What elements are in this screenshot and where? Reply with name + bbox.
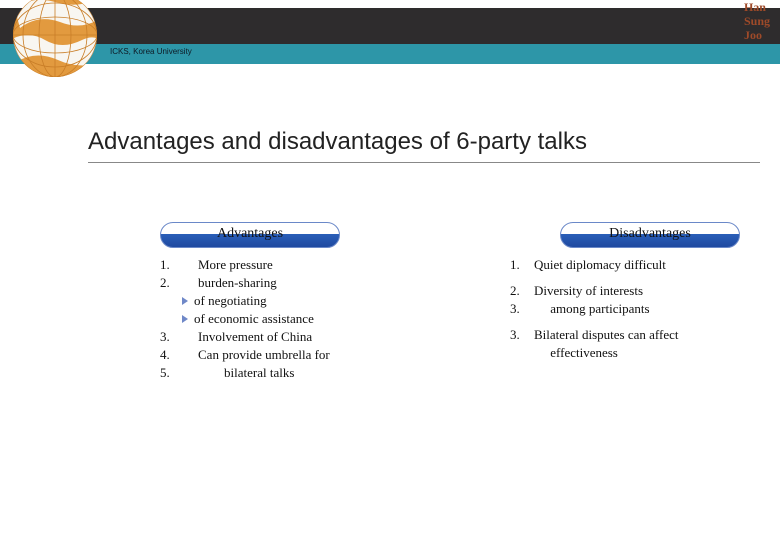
disadvantages-pill: Disadvantages <box>560 222 740 248</box>
sub-item: of economic assistance <box>160 310 460 328</box>
list-item: 3. among participants <box>510 300 770 318</box>
header-dark-bar <box>0 8 780 44</box>
list-item: 1. More pressure <box>160 256 460 274</box>
list-number: 1. <box>510 256 534 274</box>
spacer <box>510 318 770 326</box>
page-title: Advantages and disadvantages of 6-party … <box>88 128 760 156</box>
author-line: Sung <box>744 14 770 28</box>
sub-text: of economic assistance <box>194 310 460 328</box>
triangle-icon <box>182 315 188 323</box>
list-text: Quiet diplomacy difficult <box>534 256 770 274</box>
disadvantages-column: 1. Quiet diplomacy difficult 2. Diversit… <box>510 256 770 362</box>
list-item: 5. bilateral talks <box>160 364 460 382</box>
list-text: Involvement of China <box>184 328 460 346</box>
globe-icon <box>10 0 100 90</box>
list-item: 2. burden-sharing <box>160 274 460 292</box>
list-number: 2. <box>510 282 534 300</box>
list-text: among participants <box>534 300 770 318</box>
list-item: effectiveness <box>510 344 770 362</box>
list-text: Can provide umbrella for <box>184 346 460 364</box>
author-line: Joo <box>744 28 770 42</box>
list-text: More pressure <box>184 256 460 274</box>
sub-text: of negotiating <box>194 292 460 310</box>
sub-item: of negotiating <box>160 292 460 310</box>
author-block: Han Sung Joo <box>744 0 770 42</box>
list-item: 4. Can provide umbrella for <box>160 346 460 364</box>
list-item: 3. Involvement of China <box>160 328 460 346</box>
list-item: 1. Quiet diplomacy difficult <box>510 256 770 274</box>
list-text: Diversity of interests <box>534 282 770 300</box>
advantages-pill-label: Advantages <box>217 226 283 242</box>
advantages-column: 1. More pressure 2. burden-sharing of ne… <box>160 256 460 382</box>
list-text: bilateral talks <box>184 364 460 382</box>
list-number: 2. <box>160 274 184 292</box>
list-item: 2. Diversity of interests <box>510 282 770 300</box>
list-number: 3. <box>510 300 534 318</box>
spacer <box>510 274 770 282</box>
list-number: 1. <box>160 256 184 274</box>
list-number <box>510 344 534 362</box>
advantages-pill: Advantages <box>160 222 340 248</box>
list-item: 3. Bilateral disputes can affect <box>510 326 770 344</box>
list-number: 3. <box>510 326 534 344</box>
slide: ICKS, Korea University Han Sung Joo <box>0 0 780 540</box>
header-subtitle: ICKS, Korea University <box>110 47 192 56</box>
list-text: burden-sharing <box>184 274 460 292</box>
list-text: effectiveness <box>534 344 770 362</box>
title-row: Advantages and disadvantages of 6-party … <box>88 128 760 163</box>
triangle-icon <box>182 297 188 305</box>
disadvantages-pill-label: Disadvantages <box>609 226 691 242</box>
list-number: 4. <box>160 346 184 364</box>
list-number: 5. <box>160 364 184 382</box>
author-line: Han <box>744 0 770 14</box>
list-number: 3. <box>160 328 184 346</box>
list-text: Bilateral disputes can affect <box>534 326 770 344</box>
